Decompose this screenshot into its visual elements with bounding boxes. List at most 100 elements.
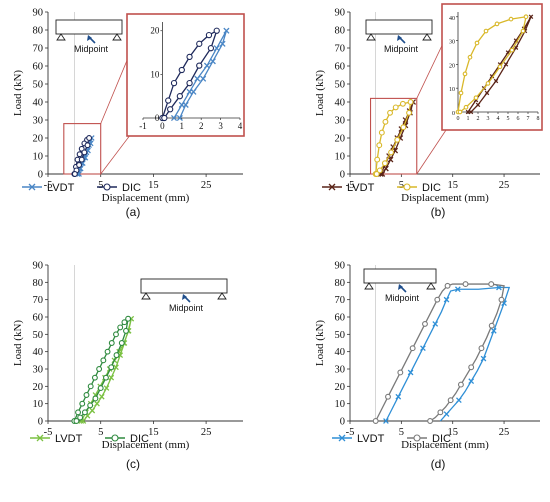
inset-dic-point [497,64,503,70]
x-tick-label: 25 [499,180,510,191]
lvdt-point [94,400,100,407]
dic-point [462,281,469,288]
inset-y-tick-label: 10 [150,69,160,79]
dic-point [108,340,115,346]
midpoint-label: Midpoint [169,303,204,313]
x-tick-label: 5 [399,180,404,191]
dic-point [468,364,475,371]
inset-x-tick-label: 5 [507,116,510,122]
dic-point [437,409,444,416]
x-tick-label: 25 [201,427,212,438]
inset-dic-point [483,28,489,34]
x-tick-label: -5 [44,427,53,438]
legend-label: DIC [122,182,141,194]
y-tick-label: 40 [335,98,346,109]
legend-label: DIC [432,433,451,445]
dic-point [378,129,385,136]
inset-x-tick-label: 1 [180,121,185,131]
support-icon [56,33,66,41]
y-tick-label: 70 [335,295,346,306]
y-tick-label: 70 [33,295,44,306]
inset-dic-point [207,45,215,52]
lvdt-point [480,355,487,362]
dic-point [75,409,81,416]
dic-point [488,322,495,329]
inset-x-tick-label: 0 [160,121,165,131]
lvdt-point [468,378,475,384]
y-tick-label: 90 [335,261,346,272]
dic-point [121,319,128,326]
y-tick-label: 10 [335,152,346,163]
inset-dic-point [523,14,529,20]
midpoint-label: Midpoint [384,44,419,54]
legend-label: DIC [130,433,149,445]
y-tick-label: 0 [38,170,43,181]
inset-dic-point [176,93,184,100]
dic-point [399,100,406,107]
zoom-box [63,123,102,175]
y-tick-label: 20 [33,382,44,393]
inset-dic-point [196,62,203,69]
lvdt-point [383,165,389,172]
dic-point [81,409,88,416]
y-axis-label: Load (kN) [12,70,24,116]
y-axis-label: Load (kN) [314,320,326,366]
dic-point [123,327,129,334]
x-tick-label: 5 [98,427,103,438]
lvdt-point [454,286,461,293]
dic-point [372,418,379,424]
y-tick-label: 80 [33,26,44,37]
dic-point [488,281,495,288]
beam-icon [365,19,433,35]
y-tick-label: 60 [335,62,346,73]
inset-dic-point [186,79,193,87]
inset-dic-point [205,31,213,39]
inset-b: 0 10 20 30 40 0 1 2 3 4 5 6 7 8 [441,3,543,131]
inset-y-tick-label: 40 [449,16,455,22]
inset-x-tick-label: 6 [517,116,520,122]
y-tick-label: 10 [335,399,346,410]
dic-point [81,149,88,156]
dic-point [84,142,91,149]
inset-dic-point [457,109,463,115]
inset-x-tick-label: 2 [477,116,480,122]
x-tick-label: 25 [201,180,212,191]
support-icon [141,292,151,300]
support-icon [422,33,432,41]
x-tick-label: 15 [148,180,159,191]
dic-point [87,402,94,409]
inset-lvdt-point [489,74,495,79]
dic-point [394,136,401,143]
legend-marker [328,183,336,191]
inset-dic-point [213,27,220,34]
inset-dic-point [467,54,473,60]
dic-point [78,156,85,163]
inset-dic-point [167,106,174,113]
y-tick-label: 0 [38,417,43,428]
legend-label: LVDT [357,433,385,445]
legend-marker [28,183,36,191]
legend: LVDT DIC [322,182,441,194]
dic-point [71,171,78,177]
dic-point [113,331,119,338]
y-tick-label: 40 [335,347,346,358]
dic-point [373,171,380,177]
y-tick-label: 50 [33,80,44,91]
y-tick-label: 60 [33,62,44,73]
dic-point [400,124,407,131]
inset-dic-point [509,47,515,53]
dic-point [108,364,115,371]
x-tick-label: -5 [346,427,355,438]
legend-label: LVDT [347,182,375,194]
inset-x-tick-label: 8 [537,116,540,122]
arrow-head-icon [397,35,402,41]
dic-point [118,340,125,346]
y-axis-label: Load (kN) [12,320,24,366]
dic-point [382,118,389,125]
dic-point [87,383,94,390]
lvdt-point [108,374,115,381]
beam-icon [55,19,123,35]
dic-point [478,345,485,352]
y-tick-label: 60 [335,313,346,324]
beam-icon [140,278,228,294]
